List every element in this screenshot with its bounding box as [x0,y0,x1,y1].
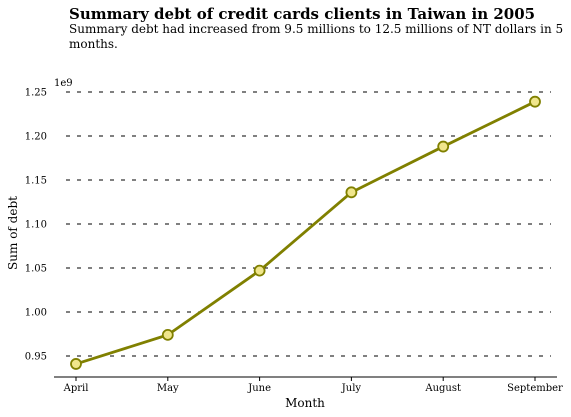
x-tick-label: September [507,383,563,394]
data-point [161,328,174,341]
series-debt [70,95,541,370]
y-axis-label: Sum of debt [6,196,20,270]
x-tick-label: April [63,383,89,394]
y-tick-label: 1.15 [25,176,47,187]
x-tick-label: August [424,383,461,394]
y-axis-ticks: 0.95 1.00 1.05 1.10 1.15 1.20 1.25 [25,88,47,363]
grid-lines [66,91,551,357]
series-line [75,100,536,366]
data-point [345,186,358,199]
y-tick-label: 0.95 [25,352,47,363]
y-tick-label: 1.25 [25,88,47,99]
x-tick-label: May [157,383,179,394]
x-tick-label: July [341,383,362,394]
x-axis-label: Month [285,396,325,410]
y-offset-label: 1e9 [54,78,73,89]
y-tick-label: 1.10 [25,220,47,231]
y-tick-label: 1.05 [25,264,47,275]
x-tick-label: June [247,383,271,394]
data-point [253,264,266,277]
chart-title: Summary debt of credit cards clients in … [69,5,536,23]
data-point [70,358,82,370]
data-point [437,140,450,153]
x-axis-ticks: April May June July August September [63,377,563,394]
chart-subtitle: Summary debt had increased from 9.5 mill… [69,22,564,51]
y-tick-label: 1.00 [25,308,47,319]
y-tick-label: 1.20 [25,132,47,143]
data-point [529,95,541,108]
